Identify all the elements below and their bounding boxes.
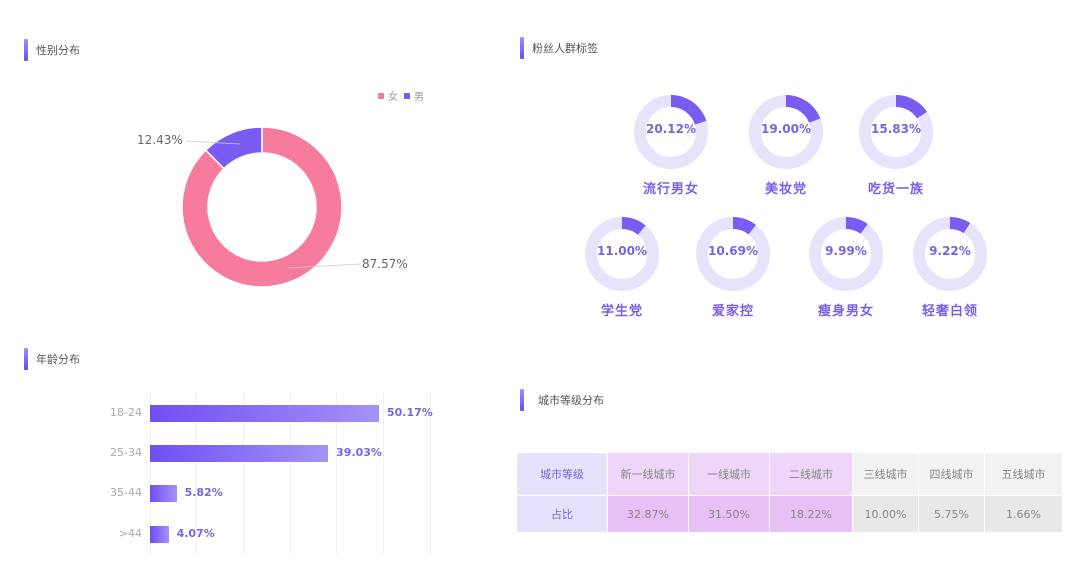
row-header-city-tier: 城市等级 bbox=[516, 452, 608, 496]
title-accent-bar bbox=[24, 39, 28, 61]
tag-percent: 9.99% bbox=[825, 244, 867, 258]
grid-line bbox=[336, 392, 337, 554]
tag-name: 吃货一族 bbox=[867, 182, 924, 197]
tag-name: 瘦身男女 bbox=[817, 304, 874, 319]
tag-progress-arc bbox=[786, 95, 821, 123]
fan-tag-item: 9.99% 瘦身男女 bbox=[791, 216, 901, 319]
tag-progress-arc bbox=[846, 217, 868, 234]
title-accent-bar bbox=[24, 348, 28, 370]
fan-tag-item: 10.69% 爱家控 bbox=[678, 216, 788, 319]
cell-tier1: 31.50% bbox=[688, 495, 770, 533]
age-value-label: 39.03% bbox=[336, 446, 382, 459]
age-value-label: 5.82% bbox=[184, 486, 223, 499]
tag-percent: 10.69% bbox=[708, 244, 758, 258]
tag-name: 学生党 bbox=[600, 304, 643, 319]
grid-line bbox=[243, 392, 244, 554]
tag-percent: 20.12% bbox=[646, 122, 696, 136]
tag-percent: 15.83% bbox=[871, 122, 921, 136]
legend-label-male[interactable]: 男 bbox=[414, 92, 424, 103]
fan-tag-item: 15.83% 吃货一族 bbox=[841, 94, 951, 197]
col-tier5: 五线城市 bbox=[984, 452, 1063, 496]
row-header-share: 占比 bbox=[516, 495, 608, 533]
grid-line bbox=[430, 392, 431, 554]
cell-tier3: 10.00% bbox=[852, 495, 919, 533]
fan-tags-section-title: 粉丝人群标签 bbox=[520, 37, 598, 59]
age-axis-label: >44 bbox=[118, 527, 142, 540]
tag-percent: 19.00% bbox=[761, 122, 811, 136]
cell-tier5: 1.66% bbox=[984, 495, 1063, 533]
gender-section-title: 性别分布 bbox=[24, 39, 80, 61]
col-tier1: 一线城市 bbox=[688, 452, 770, 496]
age-bar[interactable] bbox=[150, 526, 169, 543]
tag-progress-ring bbox=[859, 95, 933, 169]
grid-line bbox=[383, 392, 384, 554]
age-axis-label: 25-34 bbox=[110, 446, 142, 459]
tag-progress-arc bbox=[671, 95, 707, 125]
city-section-title: 城市等级分布 bbox=[520, 389, 604, 411]
fan-tag-item: 19.00% 美妆党 bbox=[731, 94, 841, 197]
tag-name: 美妆党 bbox=[764, 182, 807, 197]
fan-tags-title: 粉丝人群标签 bbox=[532, 42, 598, 55]
age-axis-label: 35-44 bbox=[110, 486, 142, 499]
legend-label-female[interactable]: 女 bbox=[388, 92, 398, 103]
tag-name: 爱家控 bbox=[711, 304, 754, 319]
table-header-row: 城市等级 新一线城市 一线城市 二线城市 三线城市 四线城市 五线城市 bbox=[516, 452, 1063, 496]
tag-percent: 9.22% bbox=[929, 244, 971, 258]
tag-progress-arc bbox=[733, 217, 757, 235]
tag-percent: 11.00% bbox=[597, 244, 647, 258]
title-accent-bar bbox=[520, 37, 524, 59]
cell-tier2: 18.22% bbox=[769, 495, 853, 533]
male-slice[interactable] bbox=[204, 126, 263, 170]
tag-progress-ring bbox=[696, 217, 770, 291]
gender-label-female: 87.57% bbox=[362, 257, 408, 271]
city-tier-table: 城市等级 新一线城市 一线城市 二线城市 三线城市 四线城市 五线城市 占比 3… bbox=[516, 452, 1063, 533]
title-accent-bar bbox=[520, 389, 524, 411]
tag-progress-arc bbox=[950, 217, 971, 234]
col-tier2: 二线城市 bbox=[769, 452, 853, 496]
age-title: 年龄分布 bbox=[36, 353, 80, 366]
tag-progress-ring bbox=[913, 217, 987, 291]
legend-swatch-male bbox=[404, 92, 410, 99]
tag-progress-ring bbox=[634, 95, 708, 169]
age-bar[interactable] bbox=[150, 485, 177, 502]
age-value-label: 50.17% bbox=[387, 406, 433, 419]
tag-progress-arc bbox=[622, 217, 646, 235]
grid-line bbox=[290, 392, 291, 554]
col-tier3: 三线城市 bbox=[852, 452, 919, 496]
fan-tag-item: 11.00% 学生党 bbox=[567, 216, 677, 319]
col-new-tier1: 新一线城市 bbox=[607, 452, 689, 496]
tag-progress-ring bbox=[585, 217, 659, 291]
gender-legend: 女 男 bbox=[378, 88, 424, 103]
city-title: 城市等级分布 bbox=[538, 394, 604, 407]
age-bar[interactable] bbox=[150, 445, 329, 462]
tag-progress-ring bbox=[749, 95, 823, 169]
gender-donut-chart bbox=[181, 126, 361, 288]
cell-tier4: 5.75% bbox=[918, 495, 985, 533]
gender-label-male: 12.43% bbox=[137, 133, 183, 147]
gender-title: 性别分布 bbox=[36, 44, 80, 57]
tag-progress-ring bbox=[809, 217, 883, 291]
fan-tag-item: 9.22% 轻奢白领 bbox=[895, 216, 1005, 319]
age-value-label: 4.07% bbox=[176, 527, 215, 540]
age-bar[interactable] bbox=[150, 405, 379, 422]
tag-name: 轻奢白领 bbox=[921, 304, 978, 319]
cell-new-tier1: 32.87% bbox=[607, 495, 689, 533]
tag-progress-arc bbox=[896, 95, 928, 119]
age-axis-label: 18-24 bbox=[110, 406, 142, 419]
fan-tag-item: 20.12% 流行男女 bbox=[616, 94, 726, 197]
grid-line bbox=[150, 392, 151, 554]
age-section-title: 年龄分布 bbox=[24, 348, 80, 370]
col-tier4: 四线城市 bbox=[918, 452, 985, 496]
legend-swatch-female bbox=[378, 92, 384, 99]
table-row: 占比 32.87% 31.50% 18.22% 10.00% 5.75% 1.6… bbox=[516, 495, 1063, 533]
tag-name: 流行男女 bbox=[642, 182, 699, 197]
grid-line bbox=[196, 392, 197, 554]
